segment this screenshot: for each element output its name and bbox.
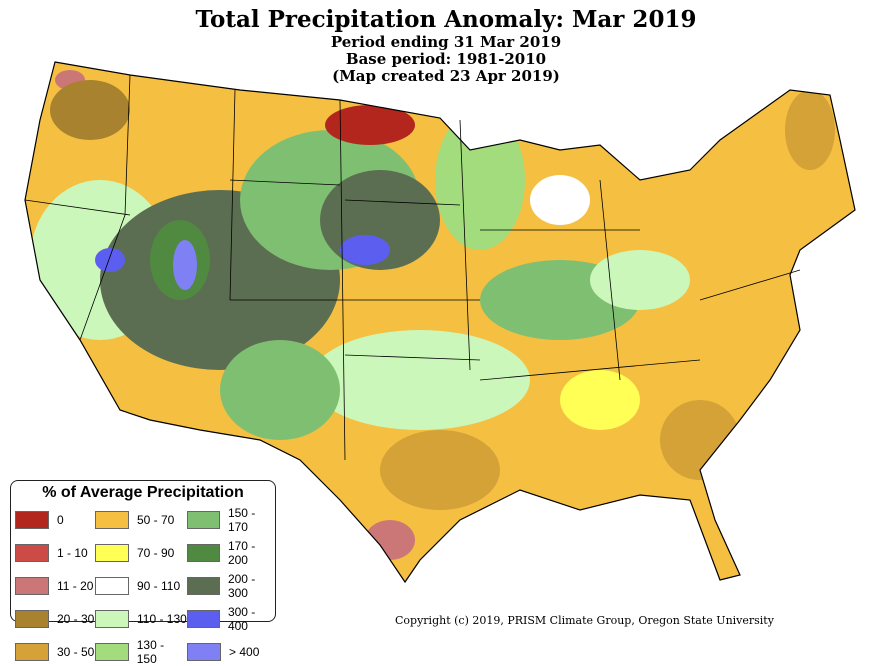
legend-item: 11 - 20: [15, 572, 95, 600]
subtitle-period: Period ending 31 Mar 2019: [330, 33, 562, 51]
legend-item: 200 - 300: [187, 572, 277, 600]
legend-item: 110 - 130: [95, 605, 187, 633]
legend-label: 110 - 130: [137, 612, 187, 626]
legend-label: 30 - 50: [57, 645, 95, 659]
legend-item: 130 - 150: [95, 638, 187, 666]
map-title: Total Precipitation Anomaly: Mar 2019: [195, 6, 697, 33]
legend-swatch: [187, 610, 220, 628]
legend-label: 0: [57, 513, 64, 527]
state-borders: [24, 74, 801, 461]
legend-label: 300 - 400: [227, 605, 256, 633]
copyright: Copyright (c) 2019, PRISM Climate Group,…: [395, 614, 774, 627]
legend-swatch: [187, 544, 220, 562]
legend-label: 200 - 300: [227, 572, 256, 600]
legend-label: 50 - 70: [137, 513, 175, 527]
subtitle-created: (Map created 23 Apr 2019): [332, 67, 560, 85]
legend-swatch: [187, 511, 220, 529]
legend-item: 150 - 170: [187, 506, 277, 534]
legend-swatch: [15, 544, 49, 562]
legend-swatch: [15, 643, 49, 661]
legend-item: 70 - 90: [95, 539, 187, 567]
legend-title: % of Average Precipitation: [42, 484, 244, 501]
legend-item: 300 - 400: [187, 605, 277, 633]
title-block: Total Precipitation Anomaly: Mar 2019 Pe…: [0, 6, 892, 85]
legend-label: > 400: [229, 645, 260, 659]
legend-label: 90 - 110: [137, 579, 181, 593]
legend-item: 20 - 30: [15, 605, 95, 633]
legend-label: 170 - 200: [227, 539, 256, 567]
legend-item: > 400: [187, 638, 277, 666]
us-outline: [24, 61, 856, 584]
legend-item: 90 - 110: [95, 572, 187, 600]
legend-swatch: [187, 643, 221, 661]
legend-label: 150 - 170: [227, 506, 256, 534]
legend-label: 1 - 10: [57, 546, 88, 560]
legend-item: 30 - 50: [15, 638, 95, 666]
legend-label: 70 - 90: [137, 546, 175, 560]
legend-swatch: [15, 511, 49, 529]
legend-swatch: [15, 610, 49, 628]
legend-label: 11 - 20: [57, 579, 94, 593]
legend-swatch: [95, 577, 129, 595]
legend-swatch: [95, 544, 129, 562]
legend-label: 20 - 30: [57, 612, 95, 626]
legend-item: 1 - 10: [15, 539, 95, 567]
legend-swatch: [95, 511, 129, 529]
legend-label: 130 - 150: [136, 638, 165, 666]
legend-item: 50 - 70: [95, 506, 187, 534]
legend-grid: 0 50 - 70 150 - 170 1 - 10 70 - 90 170 - 200 1…: [11, 506, 275, 666]
legend: % of Average Precipitation 0 50 - 70 150 -…: [10, 480, 276, 666]
legend-swatch: [95, 643, 129, 661]
legend-item: 0: [15, 506, 95, 534]
subtitle-base: Base period: 1981-2010: [345, 50, 547, 68]
legend-item: 170 - 200: [187, 539, 277, 567]
legend-swatch: [95, 610, 129, 628]
legend-swatch: [187, 577, 220, 595]
legend-swatch: [15, 577, 49, 595]
